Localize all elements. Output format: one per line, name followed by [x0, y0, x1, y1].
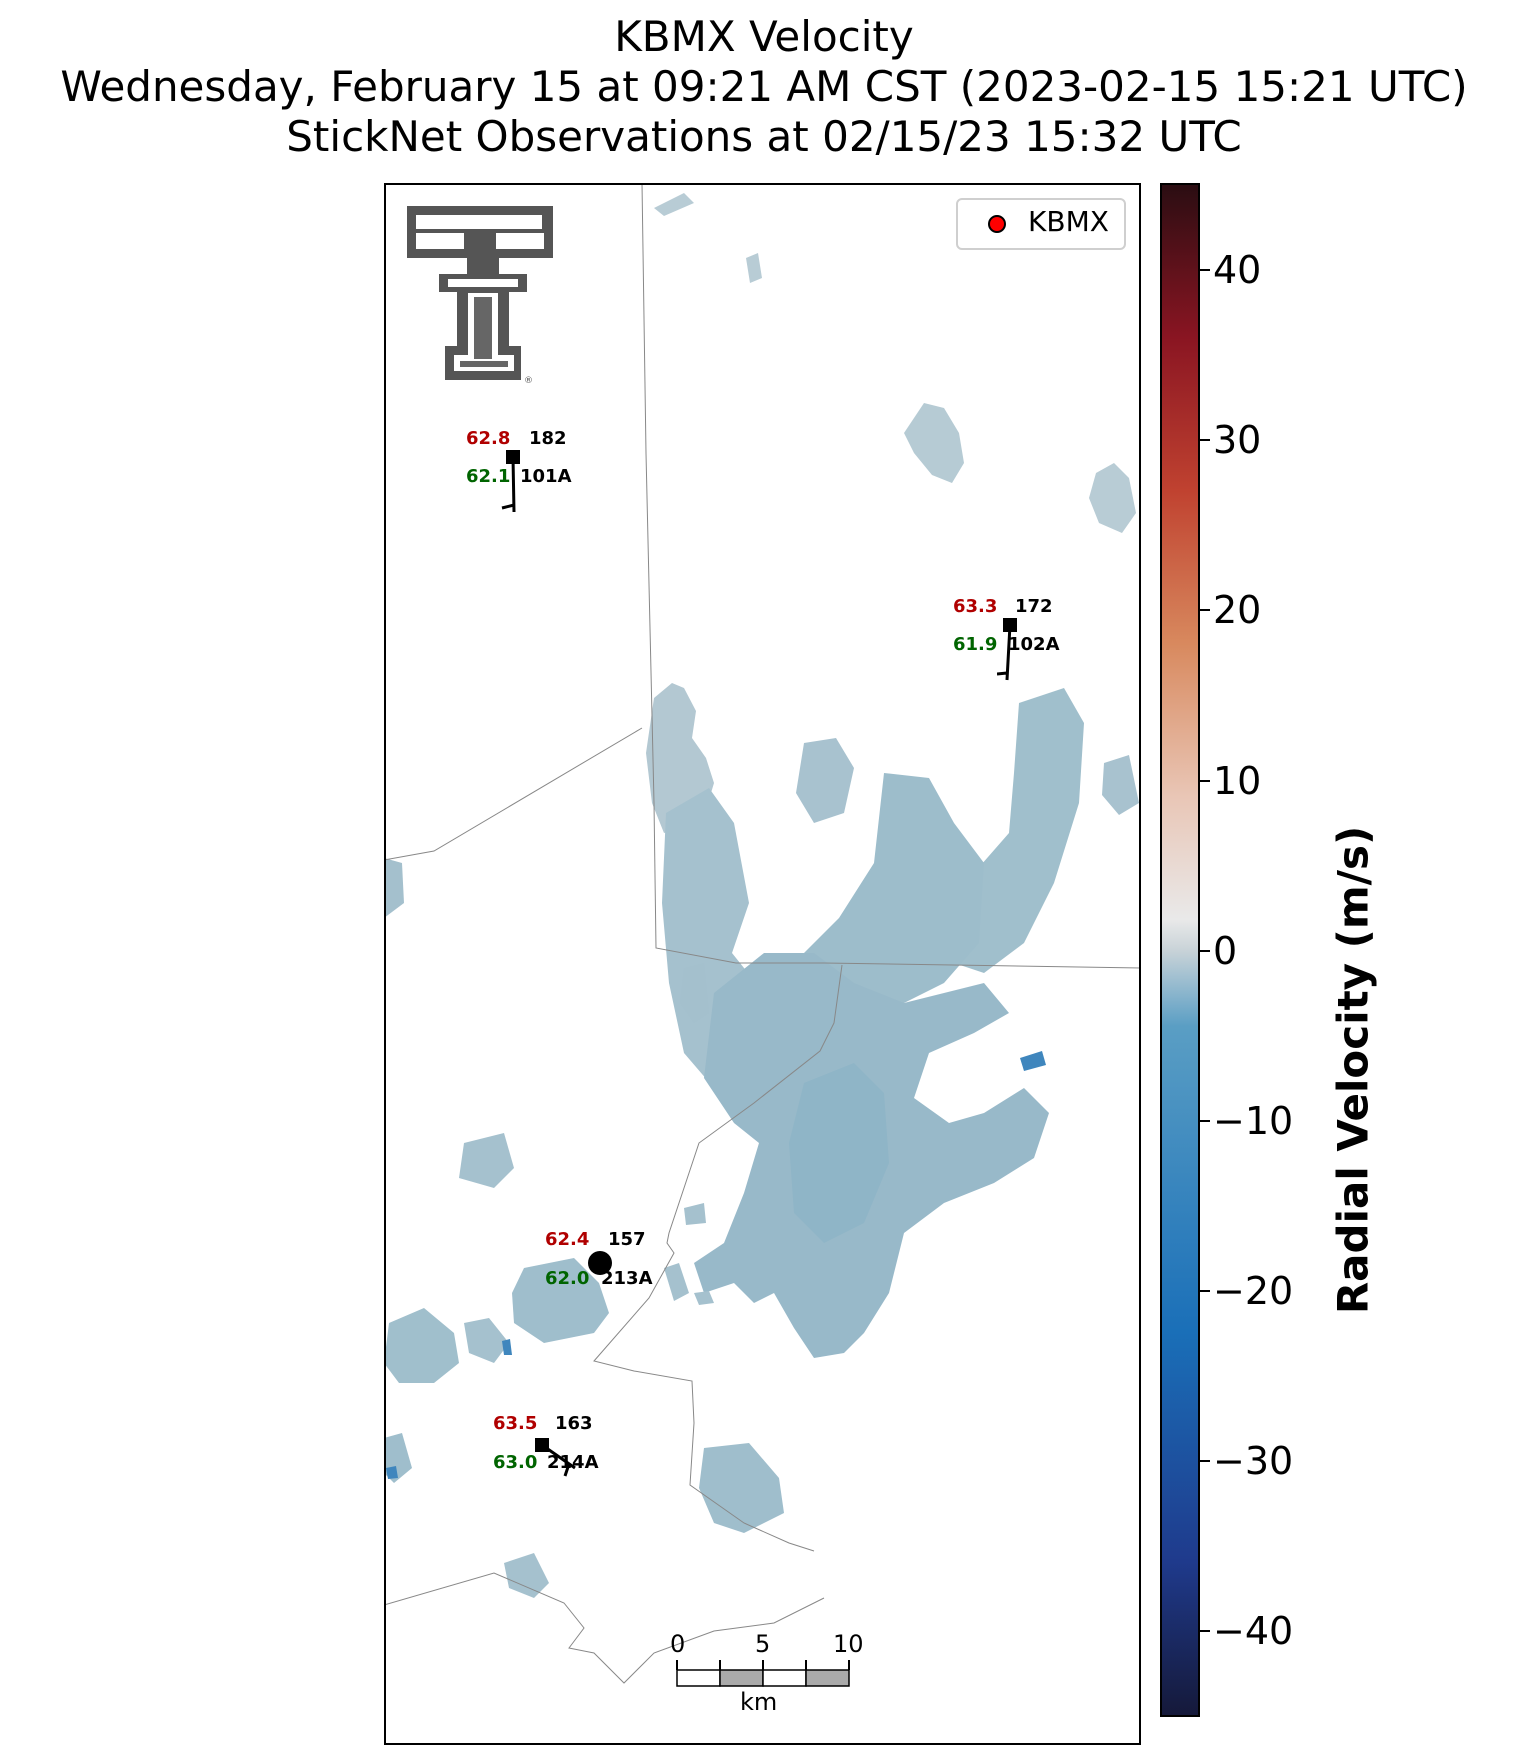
map-panel — [384, 183, 1141, 1745]
station-dewpoint: 62.0 — [545, 1268, 590, 1289]
colorbar-tick-label: −30 — [1213, 1439, 1294, 1483]
echo-region — [684, 1203, 706, 1225]
echo-region — [512, 1258, 609, 1343]
colorbar-tick — [1198, 269, 1210, 271]
figure-title: KBMX Velocity Wednesday, February 15 at … — [0, 12, 1528, 162]
scale-tick-label: 0 — [670, 1630, 686, 1658]
station-dewpoint: 63.0 — [493, 1452, 538, 1473]
station-101A[interactable]: 62.8 182 62.1 101A — [460, 425, 590, 520]
county-boundaries — [384, 183, 1141, 1684]
echo-region — [699, 1443, 784, 1533]
station-id: 213A — [601, 1268, 653, 1289]
colorbar-tick — [1198, 780, 1210, 782]
colorbar-tick — [1198, 1630, 1210, 1632]
colorbar-tick-label: −10 — [1213, 1099, 1294, 1143]
colorbar-tick-label: −20 — [1213, 1269, 1294, 1313]
scale-bar: 0 5 10 km — [670, 1630, 870, 1720]
svg-text:®: ® — [524, 376, 533, 386]
county-line — [593, 964, 843, 1552]
station-pressure: 182 — [529, 428, 567, 449]
station-wind-barb — [501, 450, 520, 513]
echo-region — [1089, 463, 1136, 533]
legend-box: KBMX — [956, 198, 1126, 250]
station-213A[interactable]: 62.4 157 62.0 213A — [540, 1226, 670, 1296]
echo-region — [384, 858, 404, 918]
station-id: 102A — [1008, 634, 1060, 655]
texas-tech-logo: ® — [405, 204, 555, 386]
county-line — [641, 183, 1141, 969]
colorbar — [1160, 183, 1200, 1717]
station-temperature: 62.8 — [466, 428, 511, 449]
colorbar-tick — [1198, 1120, 1210, 1122]
kbmx-radar-marker-icon — [988, 215, 1006, 233]
echo-region — [789, 1063, 889, 1243]
station-pressure: 163 — [555, 1413, 593, 1434]
station-214A[interactable]: 63.5 163 63.0 214A — [485, 1410, 615, 1500]
echo-region — [1102, 755, 1139, 815]
echo-region — [654, 193, 694, 216]
station-pressure: 172 — [1015, 596, 1053, 617]
echo-region — [904, 403, 964, 483]
station-id: 101A — [520, 466, 572, 487]
station-calm-wind-circle-icon — [588, 1251, 612, 1275]
echo-region — [386, 1466, 398, 1479]
echo-region — [796, 738, 854, 823]
county-line — [384, 1572, 825, 1684]
station-dewpoint: 61.9 — [953, 634, 998, 655]
colorbar-tick — [1198, 439, 1210, 441]
station-temperature: 62.4 — [545, 1229, 590, 1250]
station-dewpoint: 62.1 — [466, 466, 511, 487]
scale-tick-label: 10 — [833, 1630, 864, 1658]
colorbar-tick-label: 40 — [1213, 248, 1262, 292]
title-line-1: KBMX Velocity — [614, 12, 914, 61]
title-line-2: Wednesday, February 15 at 09:21 AM CST (… — [60, 62, 1468, 111]
echo-region — [804, 773, 984, 1013]
colorbar-tick — [1198, 1290, 1210, 1292]
echo-region — [502, 1339, 512, 1355]
colorbar-label: Radial Velocity (m/s) — [1328, 825, 1378, 1315]
colorbar-tick-label: 30 — [1213, 418, 1262, 462]
scale-bar-graphic — [676, 1660, 850, 1687]
echo-region — [746, 253, 762, 283]
station-temperature: 63.3 — [953, 596, 998, 617]
map-frame — [384, 183, 1141, 1745]
scale-tick-label: 5 — [755, 1630, 771, 1658]
echo-region — [680, 963, 709, 1023]
title-line-3: StickNet Observations at 02/15/23 15:32 … — [286, 112, 1242, 161]
echo-region — [504, 1553, 549, 1598]
colorbar-tick-label: 20 — [1213, 588, 1262, 632]
echo-region — [694, 1291, 714, 1305]
station-wind-barb — [997, 618, 1017, 681]
scale-unit: km — [740, 1688, 778, 1716]
colorbar-tick — [1198, 609, 1210, 611]
echo-region — [459, 1133, 514, 1188]
colorbar-tick — [1198, 950, 1210, 952]
colorbar-tick-label: 0 — [1213, 929, 1238, 973]
station-wind-barb — [535, 1438, 576, 1477]
station-temperature: 63.5 — [493, 1413, 538, 1434]
velocity-echoes — [384, 193, 1139, 1598]
echo-region — [1020, 1051, 1046, 1071]
county-line — [384, 727, 643, 861]
colorbar-tick-label: 10 — [1213, 759, 1262, 803]
station-102A[interactable]: 63.3 172 61.9 102A — [945, 593, 1075, 688]
colorbar-tick — [1198, 1460, 1210, 1462]
echo-region — [664, 1263, 689, 1301]
echo-region — [384, 1308, 459, 1383]
echo-region — [464, 1318, 509, 1363]
colorbar-tick-label: −40 — [1213, 1609, 1294, 1653]
station-pressure: 157 — [608, 1229, 646, 1250]
legend-label: KBMX — [1028, 205, 1109, 238]
